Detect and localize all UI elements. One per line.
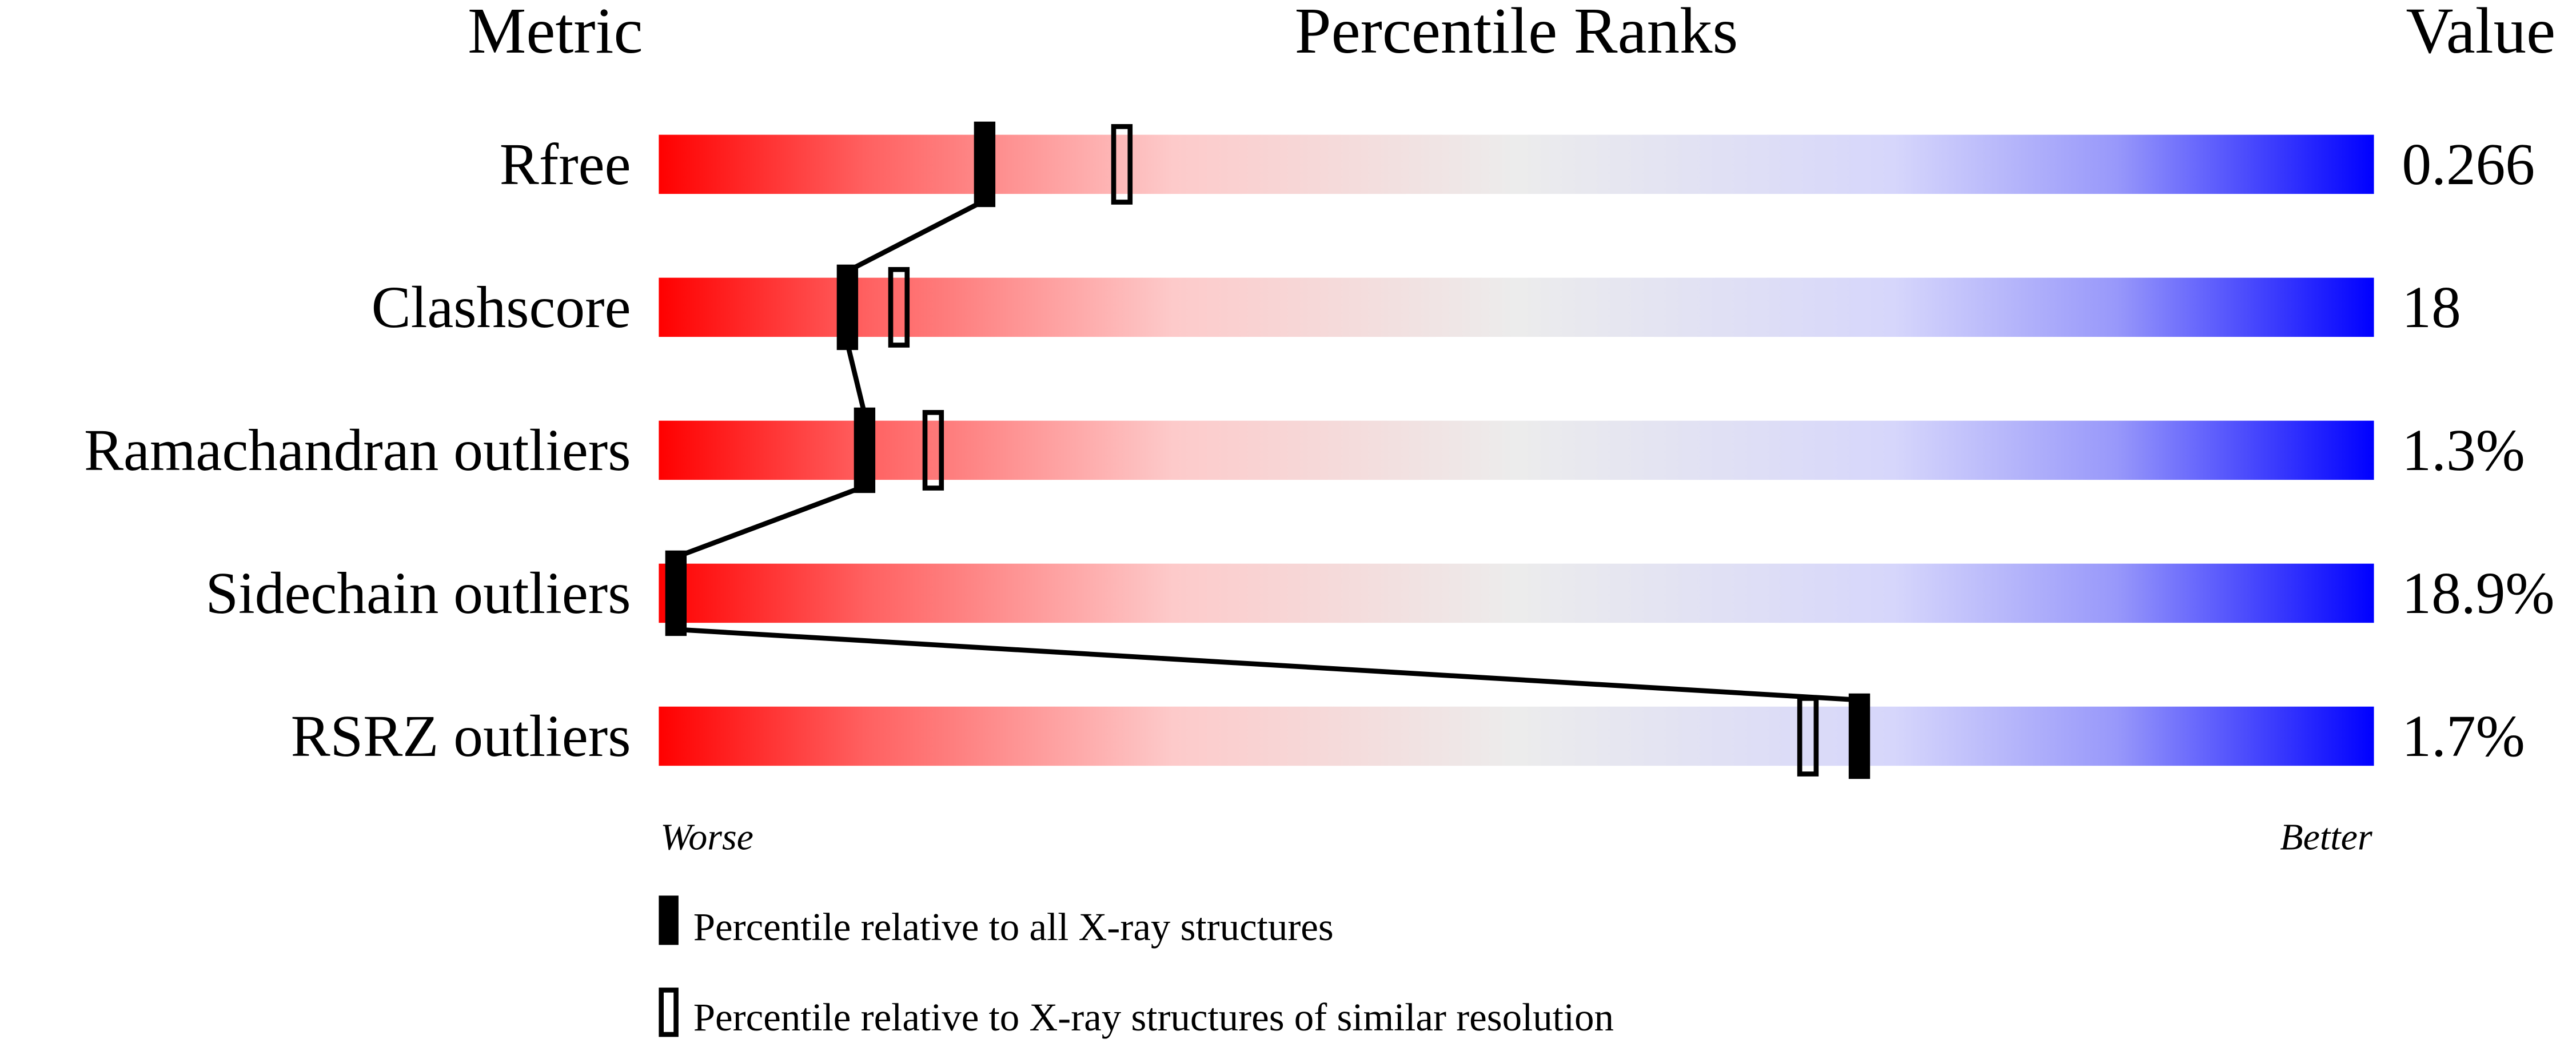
percentile-bar [659,420,2374,480]
metric-label: RSRZ outliers [291,704,631,769]
metric-value: 1.3% [2402,418,2525,483]
metric-value: 18 [2402,275,2461,340]
connector-line [675,484,866,560]
similar-resolution-marker [1111,124,1133,205]
percentile-bar [659,134,2374,194]
header-ranks: Percentile Ranks [1295,0,1738,67]
legend-filled-marker [659,895,679,945]
metric-label: Sidechain outliers [205,561,631,626]
metric-label: Rfree [500,132,631,197]
legend-label: Percentile relative to all X-ray structu… [693,905,1334,949]
percentile-bar [659,277,2374,337]
better-label: Better [2280,817,2372,858]
all-structures-marker [836,264,859,351]
connector-line [845,343,867,415]
similar-resolution-marker [1797,696,1819,777]
connector-line [676,627,1860,703]
metric-value: 1.7% [2402,704,2525,769]
metric-label: Clashscore [372,275,631,340]
legend-label: Percentile relative to X-ray structures … [693,996,1614,1039]
metric-value: 18.9% [2402,561,2554,626]
connector-line [846,198,986,274]
all-structures-marker [854,407,876,493]
similar-resolution-marker [922,410,944,491]
worse-label: Worse [660,817,753,858]
legend-open-marker [659,988,679,1037]
metric-value: 0.266 [2402,132,2535,197]
header-metric: Metric [468,0,643,67]
all-structures-marker [665,550,687,636]
similar-resolution-marker [888,267,910,348]
all-structures-marker [1848,693,1871,779]
header-value: Value [2406,0,2555,67]
percentile-bar [659,563,2374,623]
metric-label: Ramachandran outliers [84,418,631,483]
all-structures-marker [974,121,996,208]
percentile-bar [659,706,2374,766]
